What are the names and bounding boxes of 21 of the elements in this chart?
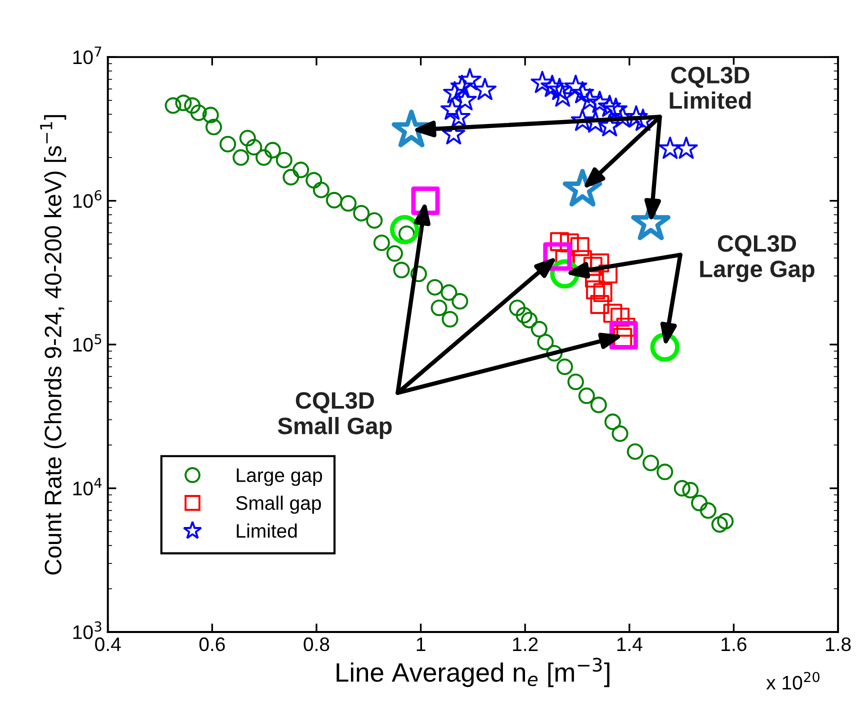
x-tick-label: 1.8 — [826, 637, 851, 652]
text: x 10$^{20}$ — [766, 672, 820, 690]
x-tick-label: 0.8 — [304, 637, 330, 652]
x-tick-label: 0.6 — [199, 637, 225, 652]
legend-label: Large gap — [236, 468, 322, 486]
x-tick-label: 1.4 — [617, 638, 642, 651]
legend-label: Limited — [236, 524, 297, 538]
y-tick-label: 10$^{4}$ — [73, 478, 102, 496]
x-tick-label: 1.2 — [513, 637, 538, 651]
x-tick-label: 0.4 — [95, 637, 121, 652]
x-tick-label: 1 — [416, 638, 426, 651]
annotation: CQL3D Limited — [670, 66, 751, 109]
y-tick-label: 10$^{7}$ — [73, 46, 102, 64]
x-axis-title: Line Averaged n$_{e}$ [m$^{−3}$] — [336, 658, 610, 688]
y-axis-title: Count Rate (Chords 9-24, 40-200 keV) [s$^{−1}$] — [40, 115, 66, 574]
x-tick-label: 1.6 — [722, 637, 746, 652]
annotation: CQL3D Large Gap — [700, 235, 814, 282]
legend-label: Small gap — [236, 496, 321, 514]
y-tick-label: 10$^{5}$ — [73, 334, 102, 352]
y-tick-label: 10$^{6}$ — [73, 190, 102, 208]
annotation: CQL3D Small Gap — [278, 392, 392, 439]
